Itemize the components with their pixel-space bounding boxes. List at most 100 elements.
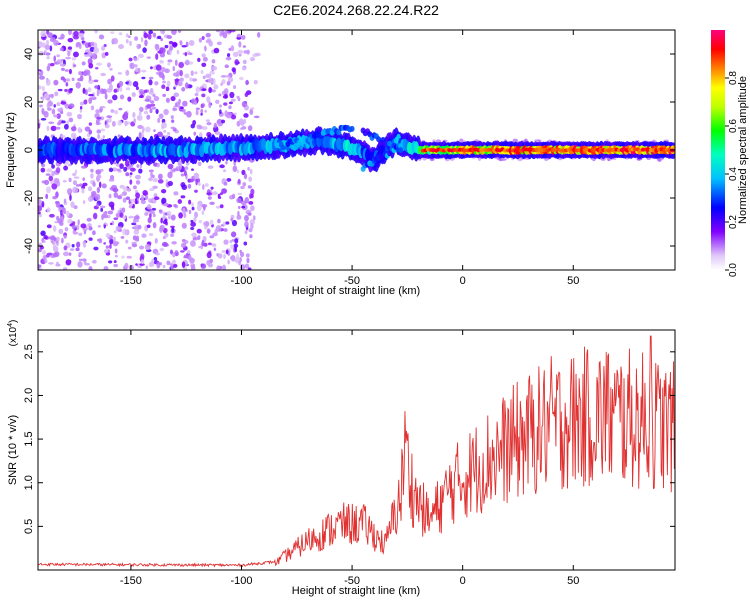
spectrogram-cell bbox=[68, 252, 72, 256]
spectrogram-cell bbox=[206, 192, 213, 196]
spectrogram-cell bbox=[57, 218, 63, 224]
spectrogram-cell bbox=[152, 32, 157, 38]
spectrogram-cell bbox=[229, 239, 233, 244]
spectrogram-cell bbox=[162, 80, 166, 84]
spectrogram-cell bbox=[230, 114, 237, 120]
spectrogram-cell bbox=[248, 201, 254, 205]
spectrogram-cell bbox=[146, 56, 151, 59]
spectrogram-cell bbox=[160, 37, 163, 42]
spectrogram-cell bbox=[129, 179, 133, 185]
spectrogram-cell bbox=[81, 61, 86, 66]
spectrogram-cell bbox=[228, 101, 233, 105]
spectrogram-cell bbox=[45, 39, 50, 46]
spectrogram-cell bbox=[223, 88, 229, 95]
spectrogram-cell bbox=[166, 210, 172, 217]
spectrogram-cell bbox=[94, 85, 99, 89]
spectrogram-cell bbox=[250, 188, 255, 195]
spectrogram-cell bbox=[99, 205, 106, 209]
spectrogram-cell bbox=[115, 225, 121, 232]
y-tick-label: 2.5 bbox=[23, 344, 35, 359]
spectrogram-cell bbox=[163, 129, 167, 133]
spectrogram-cell bbox=[119, 212, 124, 218]
spectrogram-cell bbox=[50, 240, 54, 243]
y-tick-label: -20 bbox=[23, 190, 35, 206]
spectrogram-cell bbox=[192, 236, 199, 241]
spectrogram-cell bbox=[151, 106, 157, 110]
spectrogram-cell bbox=[253, 79, 258, 85]
spectrogram-cell bbox=[64, 227, 69, 232]
spectrogram-cell bbox=[190, 262, 194, 266]
spectrogram-cell bbox=[95, 118, 100, 126]
spectrogram-cell bbox=[105, 232, 111, 238]
spectrogram-cell bbox=[137, 124, 144, 129]
y-tick-label: 2.0 bbox=[23, 388, 35, 403]
spectrogram-cell bbox=[213, 78, 216, 85]
spectrogram-cell bbox=[152, 93, 156, 97]
spectrogram-cell bbox=[109, 244, 112, 249]
spectrogram-cell bbox=[230, 254, 236, 262]
spectrogram-cell bbox=[139, 106, 144, 112]
spectrogram-cell bbox=[82, 71, 89, 77]
spectrogram-cell bbox=[241, 66, 247, 71]
spectrogram-cell bbox=[200, 263, 207, 269]
spectrogram-cell bbox=[219, 192, 224, 196]
spectrogram-cell bbox=[60, 111, 64, 115]
x-tick-label: -50 bbox=[344, 575, 360, 587]
spectrogram-cell bbox=[63, 198, 67, 204]
spectrogram-cell bbox=[114, 241, 120, 245]
spectrogram-cell bbox=[387, 140, 393, 147]
spectrogram-cell bbox=[55, 167, 61, 174]
spectrogram-cell bbox=[41, 200, 45, 208]
spectrogram-cell bbox=[226, 53, 231, 57]
spectrogram-cell bbox=[179, 77, 184, 82]
spectrogram-cell bbox=[223, 239, 229, 245]
spectrogram-cell bbox=[200, 103, 204, 109]
spectrogram-cell bbox=[207, 242, 212, 246]
spectrogram-cell bbox=[537, 139, 542, 142]
spectrogram-cell bbox=[38, 42, 43, 48]
spectrogram-cell bbox=[195, 86, 200, 93]
spectrogram-cell bbox=[203, 221, 209, 227]
spectrogram-cell bbox=[209, 70, 215, 75]
spectrogram-cell bbox=[119, 193, 125, 197]
spectrogram-cell bbox=[230, 244, 234, 250]
spectrogram-cell bbox=[185, 162, 190, 166]
spectrogram-cell bbox=[108, 117, 112, 123]
spectrogram-cell bbox=[50, 125, 57, 132]
spectrogram-cell bbox=[46, 56, 50, 60]
spectrogram-cell bbox=[178, 212, 183, 219]
spectrogram-cell bbox=[138, 111, 142, 116]
spectrogram-cell bbox=[607, 157, 611, 162]
spectrogram-cell bbox=[234, 238, 239, 244]
spectrogram-cell bbox=[198, 245, 203, 249]
spectrogram-cell bbox=[206, 121, 212, 126]
spectrogram-cell bbox=[109, 238, 114, 245]
spectrogram-cell bbox=[147, 33, 152, 40]
spectrogram-cell bbox=[114, 254, 118, 258]
spectrogram-cell bbox=[62, 267, 68, 270]
spectrogram-cell bbox=[131, 243, 138, 248]
spectrogram-cell bbox=[142, 190, 148, 196]
spectrogram-cell bbox=[113, 263, 118, 268]
spectrogram-cell bbox=[349, 125, 355, 132]
spectrogram-cell bbox=[221, 249, 226, 254]
spectrogram-cell bbox=[40, 30, 47, 38]
spectrogram-cell bbox=[109, 67, 113, 71]
spectrogram-cell bbox=[154, 252, 161, 256]
spectrogram-cell bbox=[68, 103, 75, 109]
spectrogram-cell bbox=[156, 261, 160, 265]
spectrogram-cell bbox=[336, 129, 342, 136]
spectrogram-cell bbox=[38, 198, 41, 206]
spectrogram-cell bbox=[97, 225, 102, 228]
spectrogram-cell bbox=[148, 169, 154, 173]
spectrogram-cell bbox=[183, 212, 187, 218]
spectrogram-cell bbox=[96, 186, 101, 194]
spectrogram-cell bbox=[113, 236, 116, 243]
spectrogram-cell bbox=[170, 263, 174, 269]
spectrogram-cell bbox=[124, 262, 129, 270]
spectrogram-cell bbox=[82, 240, 87, 245]
spectrogram-cell bbox=[190, 226, 195, 230]
spectrogram-cell bbox=[108, 178, 115, 182]
snr-y-label: SNR (10 * v/v) bbox=[7, 415, 19, 485]
spectrogram-cell bbox=[73, 35, 79, 40]
